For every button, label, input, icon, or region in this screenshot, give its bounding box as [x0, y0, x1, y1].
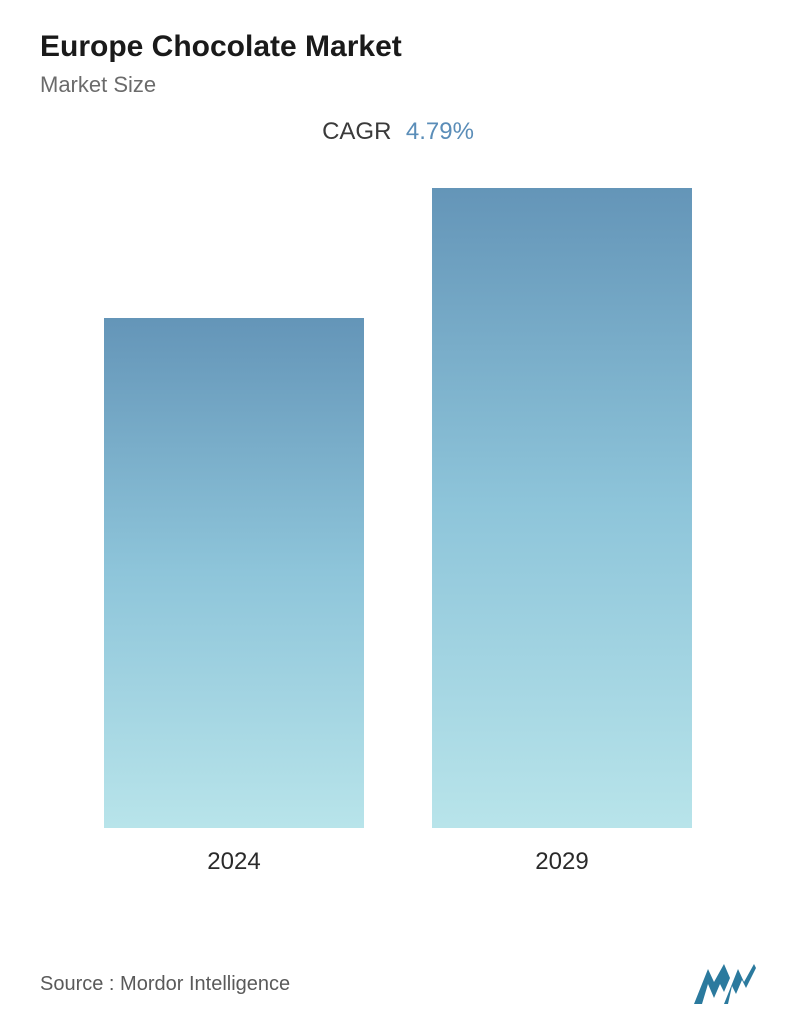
cagr-row: CAGR 4.79% — [40, 118, 756, 146]
bar-category-label: 2029 — [535, 848, 588, 876]
chart-subtitle: Market Size — [40, 72, 756, 98]
bar-wrapper: 2029 — [432, 188, 692, 876]
bar-wrapper: 2024 — [104, 318, 364, 876]
chart-bar — [104, 318, 364, 828]
chart-footer: Source : Mordor Intelligence — [40, 964, 756, 1004]
mordor-logo-icon — [694, 964, 756, 1004]
chart-bar — [432, 188, 692, 828]
chart-title: Europe Chocolate Market — [40, 30, 756, 64]
source-attribution: Source : Mordor Intelligence — [40, 973, 290, 996]
cagr-value: 4.79% — [406, 118, 474, 145]
bar-chart-area: 2024 2029 — [40, 196, 756, 876]
source-label: Source : — [40, 973, 114, 995]
cagr-label: CAGR — [322, 118, 391, 145]
bar-category-label: 2024 — [207, 848, 260, 876]
source-value: Mordor Intelligence — [120, 973, 290, 995]
